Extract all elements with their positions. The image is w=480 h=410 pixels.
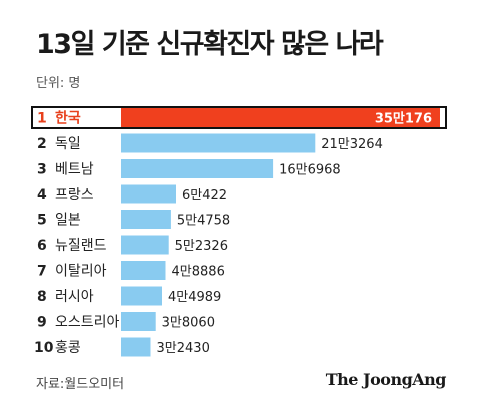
value-label: 5만4758 bbox=[177, 214, 230, 229]
category-label: 독일 bbox=[55, 136, 81, 152]
value-label: 3만8060 bbox=[162, 316, 215, 331]
value-label: 16만6968 bbox=[279, 163, 341, 178]
category-label: 오스트리아 bbox=[55, 315, 120, 331]
brand-logo: The JoongAng bbox=[325, 370, 447, 389]
category-label: 러시아 bbox=[55, 289, 94, 305]
rank-label: 8 bbox=[37, 289, 47, 305]
bar bbox=[121, 159, 274, 178]
category-label: 뉴질랜드 bbox=[55, 238, 107, 254]
bar bbox=[121, 235, 169, 255]
value-label: 4만4989 bbox=[168, 290, 221, 305]
rank-label: 4 bbox=[37, 187, 47, 203]
value-label: 5만2326 bbox=[175, 239, 228, 254]
category-label: 이탈리아 bbox=[55, 264, 107, 280]
rank-label: 3 bbox=[37, 162, 47, 178]
rank-label: 5 bbox=[37, 213, 47, 229]
value-label: 6만422 bbox=[182, 188, 227, 203]
bar bbox=[121, 286, 162, 306]
chart-title: 13일 기준 신규확진자 많은 나라 bbox=[36, 29, 384, 60]
category-label: 일본 bbox=[55, 213, 81, 229]
highlight-box bbox=[31, 106, 447, 129]
value-label: 21만3264 bbox=[321, 137, 383, 152]
category-label: 홍콩 bbox=[55, 340, 81, 356]
bar bbox=[121, 312, 156, 331]
bar bbox=[121, 210, 171, 229]
value-label: 3만2430 bbox=[157, 341, 210, 356]
category-label: 베트남 bbox=[55, 162, 94, 178]
rank-label: 10 bbox=[34, 340, 54, 356]
value-label: 35만176 bbox=[375, 111, 432, 127]
bar bbox=[121, 133, 316, 153]
rank-label: 1 bbox=[37, 111, 47, 127]
bar bbox=[121, 184, 176, 204]
category-label: 한국 bbox=[55, 111, 81, 127]
bar bbox=[121, 261, 166, 280]
rank-label: 9 bbox=[37, 315, 47, 331]
rank-label: 7 bbox=[37, 264, 47, 280]
bar bbox=[121, 337, 151, 357]
rank-label: 2 bbox=[37, 136, 47, 152]
rank-label: 6 bbox=[37, 238, 47, 254]
source-label: 자료:월드오미터 bbox=[36, 377, 125, 392]
value-label: 4만8886 bbox=[172, 265, 225, 280]
bar bbox=[121, 108, 440, 127]
unit-label: 단위: 명 bbox=[36, 76, 81, 91]
category-label: 프랑스 bbox=[55, 187, 94, 203]
